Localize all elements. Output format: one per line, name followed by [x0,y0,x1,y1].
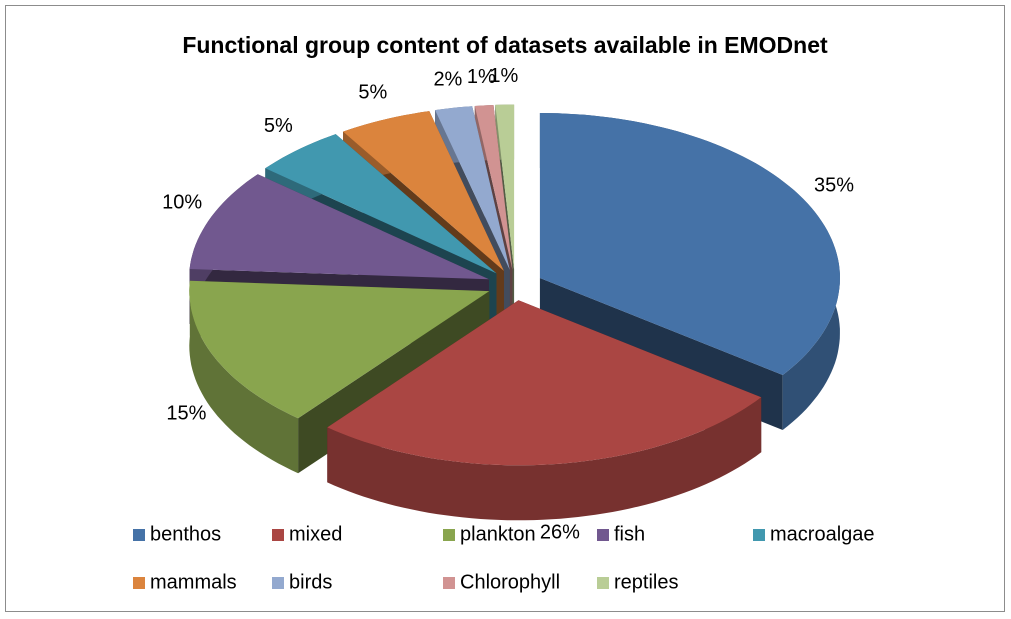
legend-swatch [597,577,609,589]
legend-label: mammals [150,571,237,593]
slice-top [343,111,504,271]
slice-top [327,300,762,466]
legend-label: macroalgae [770,523,875,545]
legend-label: birds [289,571,332,593]
data-label: 1% [467,66,496,88]
slice-top [435,106,510,270]
slice-wall [327,397,762,521]
data-label: 15% [166,402,206,424]
chart-title: Functional group content of datasets ava… [182,32,828,58]
slice-top [189,280,490,419]
slice-wall [189,280,299,474]
data-label: 1% [489,65,518,87]
legend-label: reptiles [614,571,678,593]
slice-top [474,105,513,270]
legend-swatch [443,577,455,589]
legend-swatch [133,529,145,541]
data-label: 5% [264,115,293,137]
legend-label: benthos [150,523,221,545]
data-label: 35% [814,174,854,196]
pie [189,104,840,521]
legend-swatch [272,577,284,589]
legend-label: Chlorophyll [460,571,560,593]
data-label: 10% [162,192,202,214]
slice-top [495,104,515,270]
slice-top [189,174,489,280]
legend-swatch [753,529,765,541]
legend-swatch [597,529,609,541]
legend-label: fish [614,523,645,545]
data-label: 26% [540,521,580,543]
slice-top [539,113,840,375]
legend-label: plankton [460,523,536,545]
data-label: 5% [358,82,387,104]
legend-swatch [443,529,455,541]
legend-swatch [133,577,145,589]
legend-label: mixed [289,523,342,545]
legend-swatch [272,529,284,541]
slice [327,300,762,521]
data-label: 2% [433,69,462,91]
slice-top [265,134,497,274]
